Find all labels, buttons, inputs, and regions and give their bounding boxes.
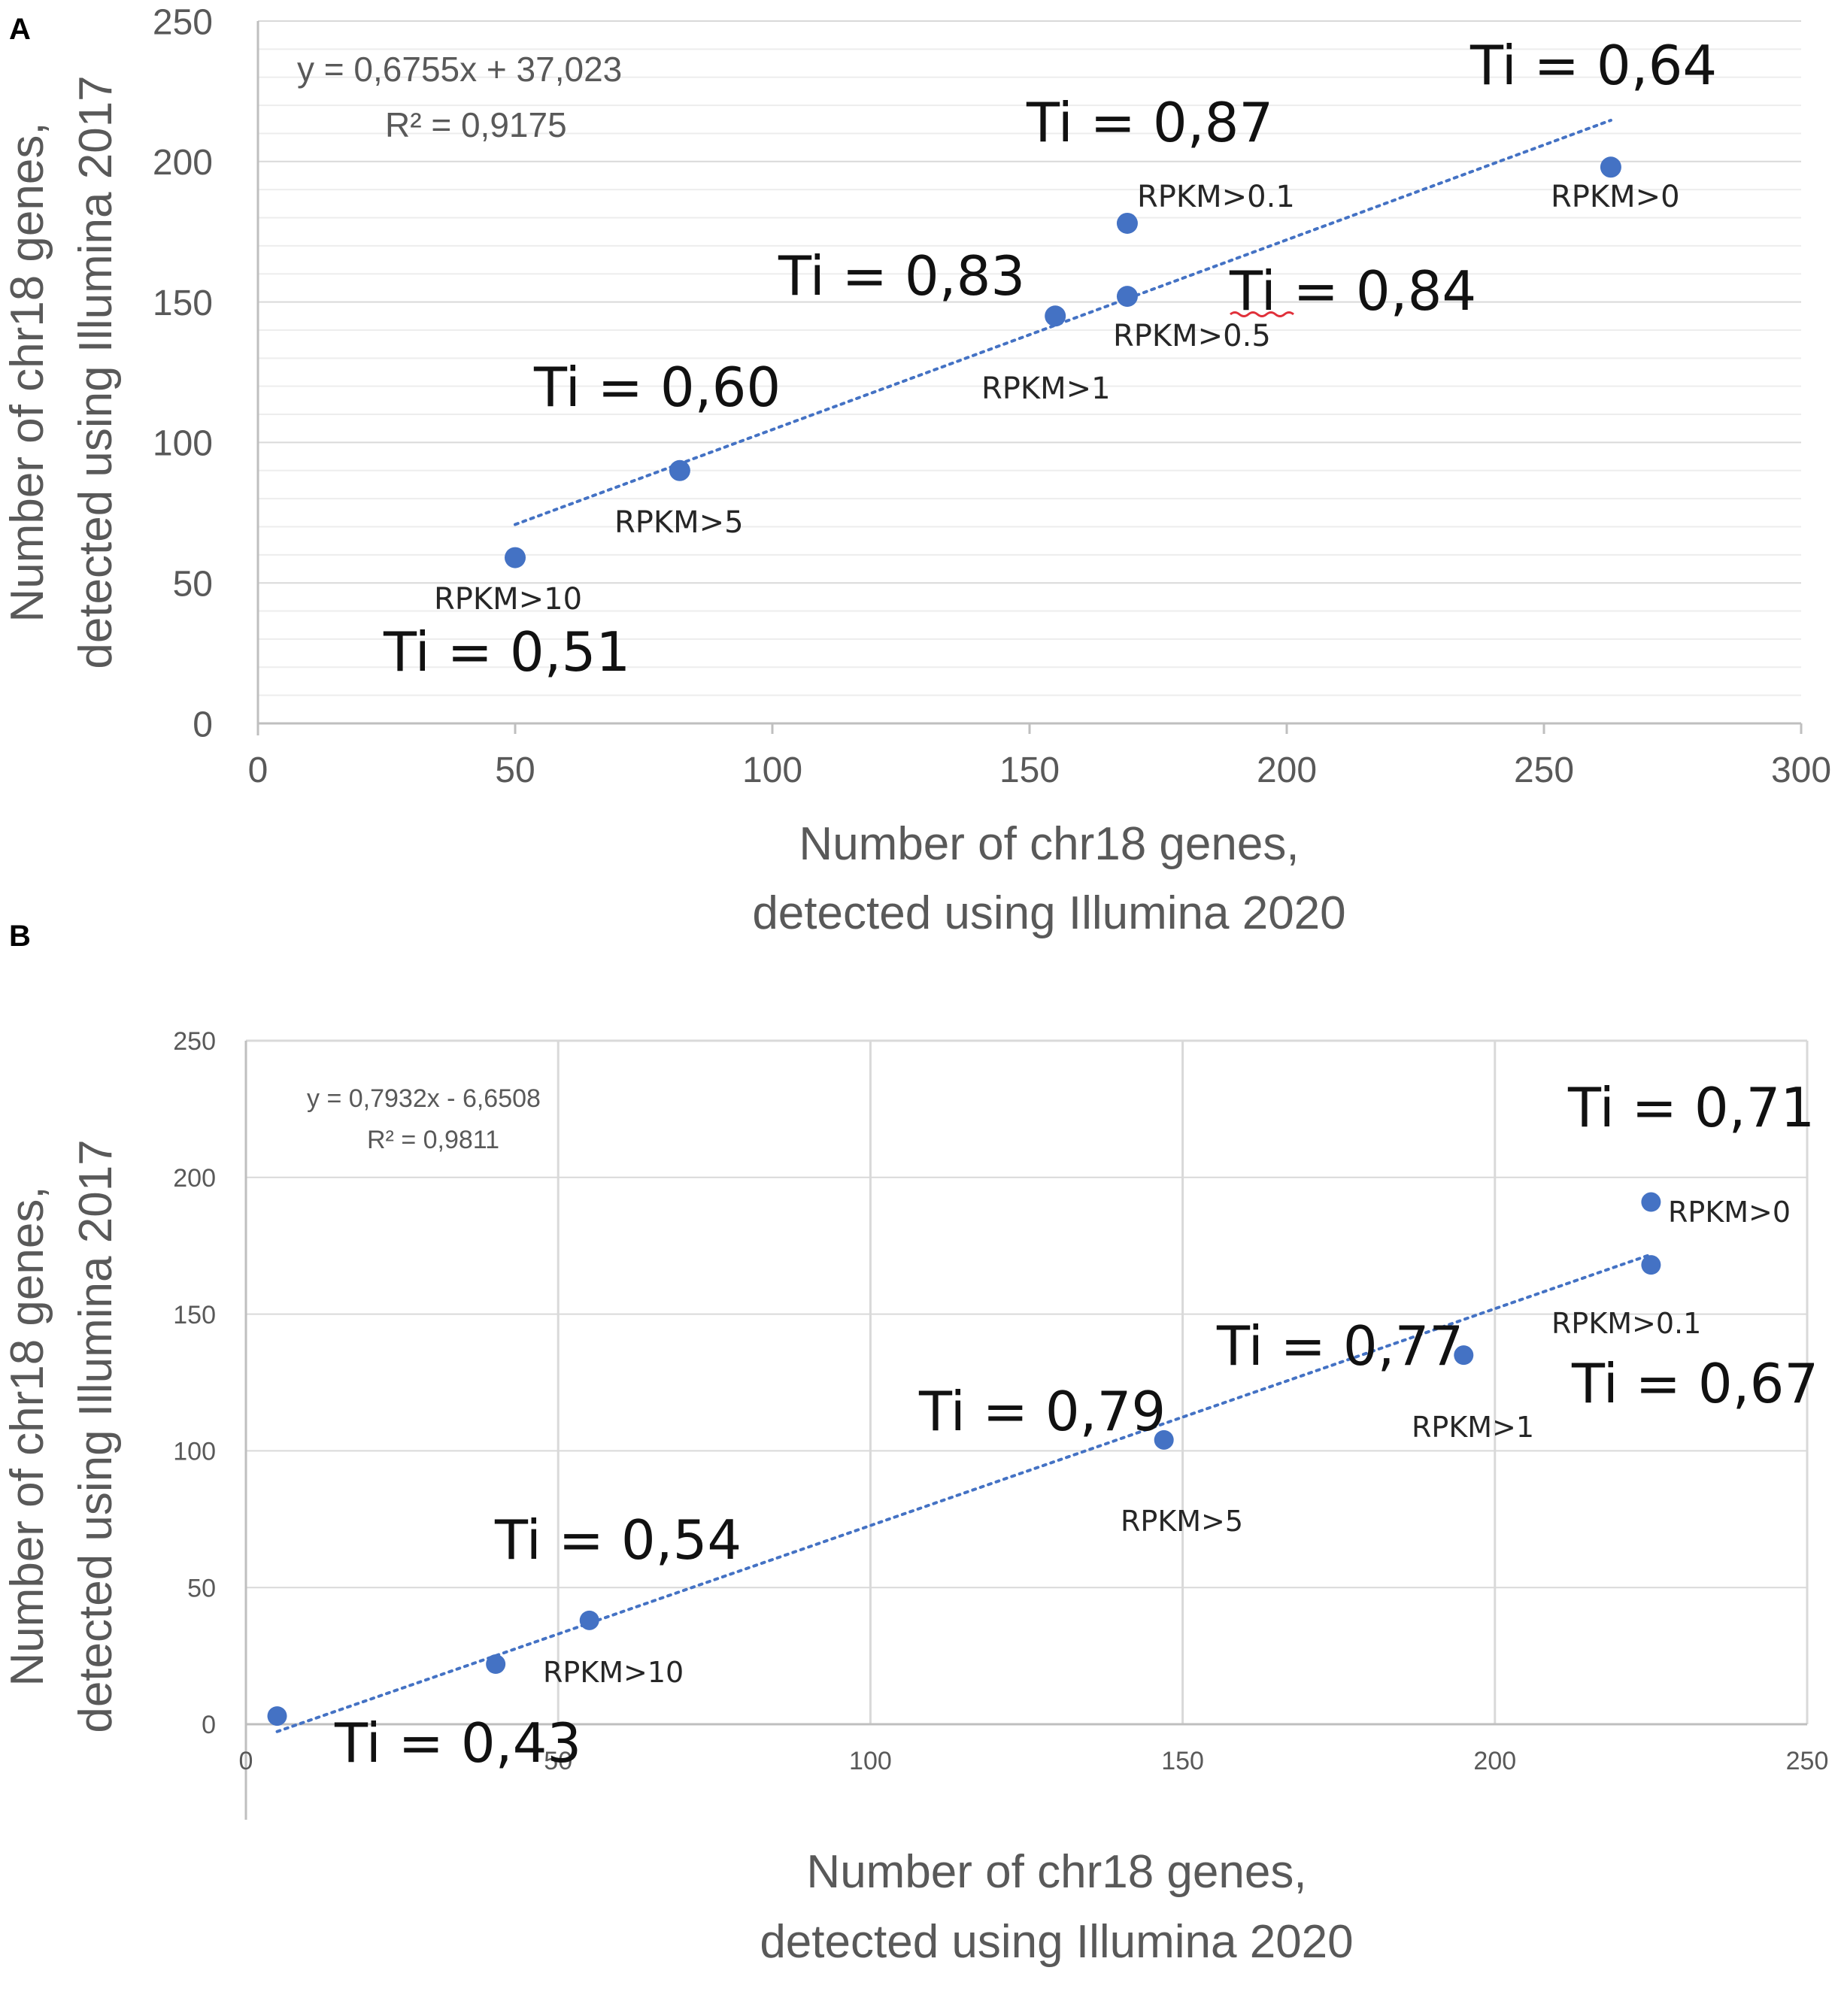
panel-b-ti-rpkm5: Ti = 0,79	[918, 1380, 1166, 1443]
data-point-3	[1154, 1429, 1174, 1450]
panel-a-x-tick-labels: 0 50 100 150 200 250 300	[248, 750, 1831, 790]
panel-a-ti-rpkm0-1: Ti = 0,87	[1026, 91, 1273, 154]
panel-a-y-tick-labels: 0 50 100 150 200 250	[153, 2, 213, 744]
y-tick-label: 250	[173, 1027, 216, 1056]
x-tick-label: 200	[1473, 1747, 1516, 1775]
data-point-5	[1641, 1255, 1661, 1275]
panel-a-x-axis-title-line2: detected using Illumina 2020	[752, 887, 1345, 939]
panel-b-gridlines	[246, 1039, 1809, 1724]
panel-a-trendline	[514, 118, 1612, 526]
panel-b-ti-lowest: Ti = 0,43	[334, 1711, 581, 1775]
panel-b-axes	[244, 1041, 1807, 1820]
panel-b-ti-rpkm0: Ti = 0,71	[1567, 1076, 1815, 1139]
panel-b-point-label-rpkm1: RPKM>1	[1412, 1411, 1534, 1444]
x-tick-label: 300	[1771, 750, 1831, 790]
panel-a-ti-rpkm1: Ti = 0,83	[778, 244, 1025, 308]
panel-b-point-label-rpkm0: RPKM>0	[1668, 1196, 1791, 1229]
panel-b-x-axis-title-line2: detected using Illumina 2020	[760, 1916, 1353, 1968]
panel-b-letter: B	[9, 920, 31, 953]
y-tick-label: 50	[187, 1574, 216, 1602]
y-tick-label: 50	[173, 564, 213, 604]
x-tick-label: 50	[544, 1747, 572, 1775]
panel-a-y-axis-title-line1: Number of chr18 genes,	[2, 122, 53, 622]
panel-b-trendline	[275, 1253, 1653, 1733]
panel-a-points	[505, 156, 1621, 568]
panel-a-point-label-rpkm1: RPKM>1	[981, 371, 1111, 406]
panel-b-point-label-rpkm0-1: RPKM>0.1	[1551, 1307, 1701, 1340]
data-point-4	[1454, 1345, 1474, 1366]
x-tick-label: 0	[239, 1747, 253, 1775]
x-tick-label: 100	[742, 750, 802, 790]
y-tick-label: 150	[153, 283, 213, 323]
panel-b-ti-rpkm1: Ti = 0,77	[1216, 1314, 1463, 1378]
x-tick-label: 250	[1786, 1747, 1829, 1775]
y-tick-label: 200	[173, 1164, 216, 1193]
panel-a-ti-rpkm0-5: Ti = 0,84	[1229, 259, 1476, 323]
y-tick-label: 0	[193, 705, 213, 744]
panel-a-point-label-rpkm10: RPKM>10	[434, 582, 582, 617]
data-point-0	[505, 547, 526, 568]
y-tick-label: 0	[202, 1711, 216, 1739]
data-point-2	[579, 1610, 599, 1630]
panel-a-ti-rpkm5: Ti = 0,60	[533, 356, 781, 419]
panel-a-letter: A	[9, 13, 31, 46]
y-tick-label: 250	[153, 2, 213, 42]
panel-a-y-axis-title-line2: detected using Illumina 2017	[70, 75, 122, 668]
panel-a-ti-rpkm0: Ti = 0,64	[1469, 34, 1717, 97]
panel-b-point-label-rpkm10: RPKM>10	[543, 1656, 684, 1689]
y-tick-label: 200	[153, 143, 213, 183]
panel-a-gridlines	[258, 20, 1801, 696]
x-tick-label: 0	[248, 750, 268, 790]
panel-b-r-squared: R² = 0,9811	[367, 1126, 499, 1154]
panel-a-x-axis-title-line1: Number of chr18 genes,	[799, 818, 1299, 870]
trendline-dotted	[514, 118, 1612, 526]
panel-a-axes	[256, 21, 1803, 735]
panel-a-point-label-rpkm0-5: RPKM>0.5	[1113, 319, 1271, 353]
data-point-2	[1045, 305, 1066, 327]
panel-b-equation: y = 0,7932x - 6,6508	[307, 1084, 541, 1113]
data-point-5	[1600, 156, 1621, 178]
panel-a-point-label-rpkm5: RPKM>5	[614, 505, 744, 540]
x-tick-label: 200	[1257, 750, 1317, 790]
panel-b-y-axis-title-line2: detected using Illumina 2017	[70, 1139, 122, 1733]
panel-b-chart: B 0 50 100 150 200 250 0 50 100 150 200 250 y = 0,…	[2, 920, 1828, 1968]
data-point-4	[1116, 212, 1138, 234]
panel-a-r-squared: R² = 0,9175	[385, 105, 567, 144]
x-tick-label: 250	[1514, 750, 1574, 790]
panel-a-ti-rpkm10: Ti = 0,51	[383, 620, 630, 684]
panel-b-y-tick-labels: 0 50 100 150 200 250	[173, 1027, 216, 1739]
x-tick-label: 100	[849, 1747, 892, 1775]
panel-a-point-label-rpkm0-1: RPKM>0.1	[1137, 180, 1295, 214]
data-point-6	[1641, 1192, 1661, 1212]
panel-a-spellcheck-underline	[1230, 311, 1294, 317]
data-point-1	[486, 1654, 506, 1675]
panel-a-point-label-rpkm0: RPKM>0	[1551, 180, 1680, 214]
x-tick-label: 50	[495, 750, 535, 790]
data-point-3	[1116, 286, 1138, 308]
x-tick-label: 150	[1161, 1747, 1204, 1775]
y-tick-label: 100	[173, 1438, 216, 1466]
data-point-1	[669, 459, 690, 481]
panel-b-x-axis-title-line1: Number of chr18 genes,	[806, 1846, 1306, 1898]
x-tick-label: 150	[999, 750, 1060, 790]
panel-a-equation: y = 0,6755x + 37,023	[297, 50, 622, 89]
panel-b-ti-rpkm10: Ti = 0,54	[494, 1508, 742, 1572]
panel-b-point-label-rpkm5: RPKM>5	[1121, 1505, 1243, 1538]
y-tick-label: 100	[153, 424, 213, 464]
y-tick-label: 150	[173, 1301, 216, 1329]
panel-b-points	[267, 1192, 1661, 1726]
panel-b-ti-rpkm0-1: Ti = 0,67	[1571, 1352, 1818, 1415]
data-point-0	[267, 1706, 287, 1726]
trendline-dotted	[275, 1253, 1653, 1733]
panel-a-chart: A 0 50 100 150 200 250 0 50 100 150 200 250 300 y =…	[2, 2, 1831, 939]
panel-b-x-tick-labels: 0 50 100 150 200 250	[239, 1747, 1829, 1775]
panel-b-y-axis-title-line1: Number of chr18 genes,	[2, 1186, 53, 1686]
